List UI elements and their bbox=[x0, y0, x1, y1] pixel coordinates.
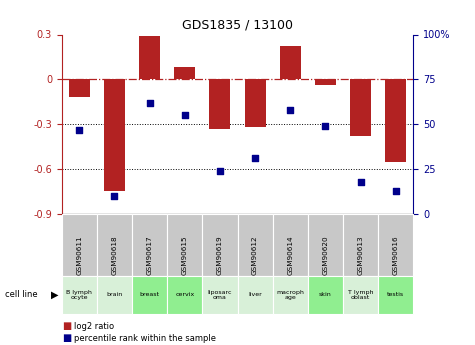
Text: ■: ■ bbox=[62, 333, 71, 343]
Text: cervix: cervix bbox=[175, 293, 194, 297]
Bar bbox=[97, 276, 132, 314]
Text: T lymph
oblast: T lymph oblast bbox=[348, 289, 373, 300]
Bar bbox=[378, 276, 413, 314]
Bar bbox=[209, 79, 230, 129]
Bar bbox=[202, 214, 238, 276]
Bar bbox=[97, 214, 132, 276]
Bar bbox=[343, 276, 378, 314]
Text: breast: breast bbox=[140, 293, 160, 297]
Text: macroph
age: macroph age bbox=[276, 289, 304, 300]
Text: GSM90614: GSM90614 bbox=[287, 235, 293, 275]
Bar bbox=[238, 214, 273, 276]
Text: B lymph
ocyte: B lymph ocyte bbox=[66, 289, 92, 300]
Text: skin: skin bbox=[319, 293, 332, 297]
Point bbox=[322, 123, 329, 129]
Text: GSM90617: GSM90617 bbox=[147, 235, 152, 275]
Text: brain: brain bbox=[106, 293, 123, 297]
Bar bbox=[245, 79, 266, 127]
Point bbox=[251, 156, 259, 161]
Point bbox=[181, 112, 189, 118]
Bar bbox=[308, 276, 343, 314]
Bar bbox=[343, 214, 378, 276]
Point bbox=[216, 168, 224, 174]
Text: log2 ratio: log2 ratio bbox=[74, 322, 114, 331]
Point bbox=[111, 193, 118, 199]
Bar bbox=[167, 214, 202, 276]
Point bbox=[357, 179, 364, 184]
Text: GSM90619: GSM90619 bbox=[217, 235, 223, 275]
Bar bbox=[378, 214, 413, 276]
Bar bbox=[132, 214, 167, 276]
Bar bbox=[174, 67, 195, 79]
Bar bbox=[69, 79, 90, 97]
Bar bbox=[273, 214, 308, 276]
Bar bbox=[315, 79, 336, 85]
Bar bbox=[273, 276, 308, 314]
Text: percentile rank within the sample: percentile rank within the sample bbox=[74, 334, 216, 343]
Text: GSM90618: GSM90618 bbox=[112, 235, 117, 275]
Point bbox=[146, 100, 153, 106]
Bar bbox=[62, 214, 97, 276]
Text: GSM90611: GSM90611 bbox=[76, 235, 82, 275]
Bar bbox=[104, 79, 125, 191]
Text: liposarc
oma: liposarc oma bbox=[208, 289, 232, 300]
Bar bbox=[280, 47, 301, 79]
Bar bbox=[308, 214, 343, 276]
Bar bbox=[167, 276, 202, 314]
Title: GDS1835 / 13100: GDS1835 / 13100 bbox=[182, 19, 293, 32]
Text: ■: ■ bbox=[62, 321, 71, 331]
Text: GSM90615: GSM90615 bbox=[182, 235, 188, 275]
Text: testis: testis bbox=[387, 293, 404, 297]
Point bbox=[76, 127, 83, 132]
Bar bbox=[350, 79, 371, 136]
Text: liver: liver bbox=[248, 293, 262, 297]
Bar bbox=[132, 276, 167, 314]
Text: GSM90620: GSM90620 bbox=[323, 235, 328, 275]
Text: cell line: cell line bbox=[5, 290, 38, 299]
Bar bbox=[202, 276, 238, 314]
Point bbox=[286, 107, 294, 112]
Text: GSM90616: GSM90616 bbox=[393, 235, 399, 275]
Bar bbox=[139, 36, 160, 79]
Bar bbox=[385, 79, 406, 161]
Point bbox=[392, 188, 399, 193]
Text: ▶: ▶ bbox=[51, 290, 58, 300]
Bar bbox=[62, 276, 97, 314]
Text: GSM90612: GSM90612 bbox=[252, 235, 258, 275]
Text: GSM90613: GSM90613 bbox=[358, 235, 363, 275]
Bar bbox=[238, 276, 273, 314]
